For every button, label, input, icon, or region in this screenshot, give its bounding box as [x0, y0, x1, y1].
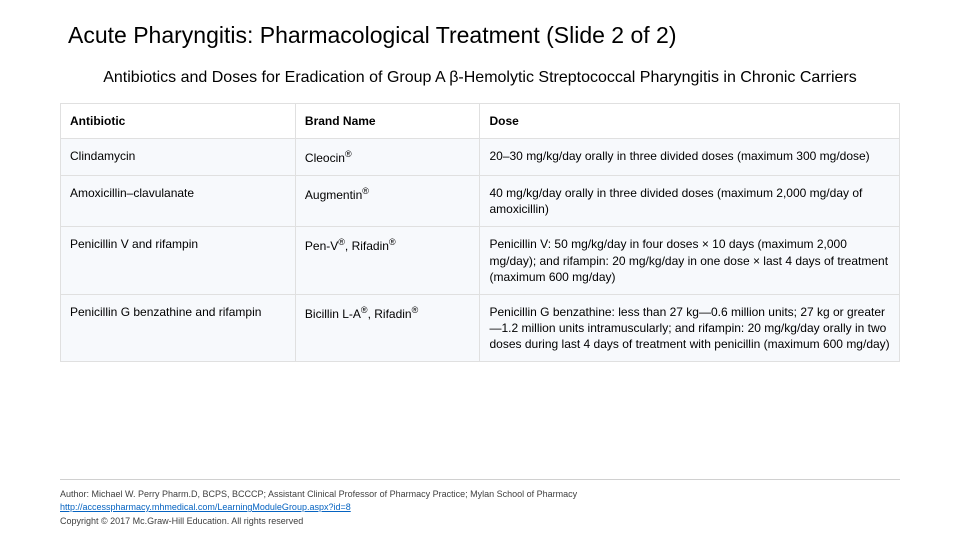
cell-brand: Augmentin® [295, 175, 480, 226]
slide-subtitle: Antibiotics and Doses for Eradication of… [60, 67, 900, 89]
cell-antibiotic: Amoxicillin–clavulanate [61, 175, 296, 226]
col-header-dose: Dose [480, 103, 900, 138]
cell-dose: 20–30 mg/kg/day orally in three divided … [480, 138, 900, 175]
table-header-row: Antibiotic Brand Name Dose [61, 103, 900, 138]
cell-brand: Cleocin® [295, 138, 480, 175]
table-row: Amoxicillin–clavulanate Augmentin® 40 mg… [61, 175, 900, 226]
table-row: Penicillin G benzathine and rifampin Bic… [61, 294, 900, 362]
cell-brand: Pen-V®, Rifadin® [295, 227, 480, 295]
cell-antibiotic: Penicillin V and rifampin [61, 227, 296, 295]
cell-dose: Penicillin G benzathine: less than 27 kg… [480, 294, 900, 362]
slide-container: Acute Pharyngitis: Pharmacological Treat… [0, 0, 960, 540]
cell-dose: Penicillin V: 50 mg/kg/day in four doses… [480, 227, 900, 295]
footer-copyright: Copyright © 2017 Mc.Graw-Hill Education.… [60, 515, 900, 529]
col-header-brand: Brand Name [295, 103, 480, 138]
cell-dose: 40 mg/kg/day orally in three divided dos… [480, 175, 900, 226]
table-row: Clindamycin Cleocin® 20–30 mg/kg/day ora… [61, 138, 900, 175]
footer-link[interactable]: http://accesspharmacy.mhmedical.com/Lear… [60, 502, 351, 512]
table-row: Penicillin V and rifampin Pen-V®, Rifadi… [61, 227, 900, 295]
antibiotic-table: Antibiotic Brand Name Dose Clindamycin C… [60, 103, 900, 363]
col-header-antibiotic: Antibiotic [61, 103, 296, 138]
slide-title: Acute Pharyngitis: Pharmacological Treat… [60, 22, 900, 49]
footer-author: Author: Michael W. Perry Pharm.D, BCPS, … [60, 488, 900, 502]
cell-antibiotic: Penicillin G benzathine and rifampin [61, 294, 296, 362]
cell-antibiotic: Clindamycin [61, 138, 296, 175]
cell-brand: Bicillin L-A®, Rifadin® [295, 294, 480, 362]
footer: Author: Michael W. Perry Pharm.D, BCPS, … [60, 479, 900, 529]
